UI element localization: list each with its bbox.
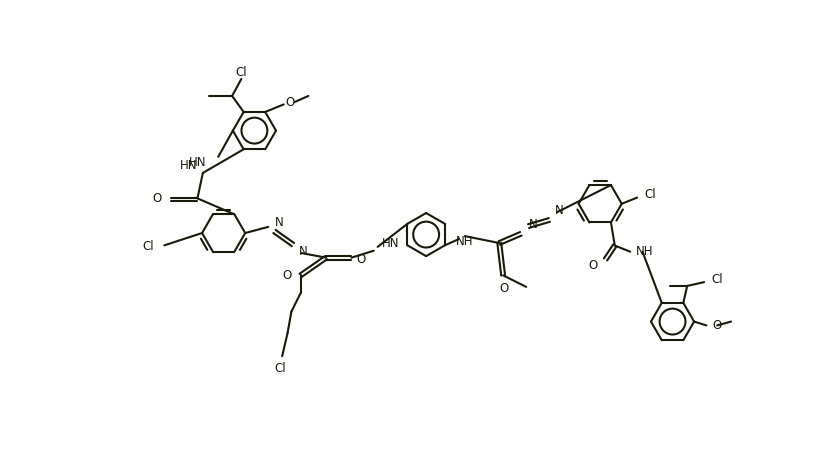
Text: O: O	[712, 319, 721, 332]
Text: NH: NH	[456, 235, 473, 248]
Text: O: O	[356, 253, 365, 266]
Text: N: N	[299, 245, 308, 258]
Text: O: O	[282, 269, 292, 282]
Text: NH: NH	[636, 245, 654, 258]
Text: HN: HN	[180, 159, 197, 172]
Text: Cl: Cl	[236, 66, 247, 79]
Text: HN: HN	[382, 237, 400, 250]
Text: N: N	[528, 218, 538, 231]
Text: N: N	[555, 204, 563, 217]
Text: Cl: Cl	[275, 362, 287, 375]
Text: O: O	[589, 259, 598, 272]
Text: N: N	[274, 216, 283, 229]
Text: Cl: Cl	[645, 188, 656, 201]
Text: Cl: Cl	[143, 240, 155, 254]
Text: O: O	[285, 96, 294, 109]
Text: Cl: Cl	[711, 273, 723, 286]
Text: HN: HN	[189, 156, 206, 169]
Text: O: O	[153, 192, 162, 205]
Text: O: O	[499, 282, 508, 295]
